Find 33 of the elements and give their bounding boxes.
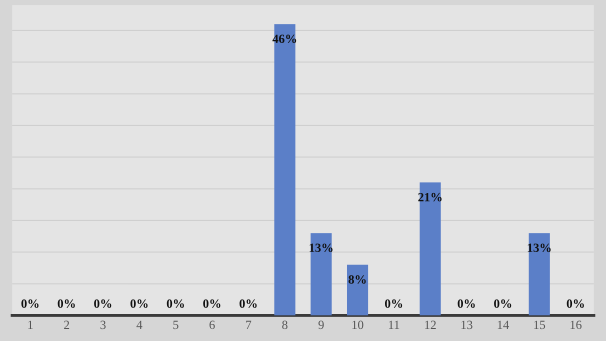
data-label: 0% bbox=[494, 299, 512, 308]
x-tick-label: 15 bbox=[534, 320, 546, 330]
x-tick-label: 2 bbox=[64, 320, 70, 329]
x-tick-label: 3 bbox=[100, 320, 106, 330]
x-tick-label: 11 bbox=[388, 320, 400, 329]
data-label: 0% bbox=[458, 299, 475, 308]
data-label: 0% bbox=[58, 299, 75, 308]
bar bbox=[528, 233, 550, 316]
bar bbox=[310, 233, 332, 316]
data-label: 0% bbox=[21, 299, 39, 308]
x-tick-label: 6 bbox=[210, 320, 215, 330]
data-label: 0% bbox=[385, 299, 402, 308]
x-tick-label: 4 bbox=[136, 320, 142, 329]
data-label: 0% bbox=[566, 299, 584, 308]
x-tick-label: 14 bbox=[498, 320, 510, 329]
data-label: 0% bbox=[130, 299, 148, 308]
bar bbox=[346, 264, 368, 316]
x-tick-label: 10 bbox=[352, 320, 364, 330]
x-tick-label: 5 bbox=[173, 320, 178, 330]
x-tick-label: 12 bbox=[425, 320, 436, 329]
bar bbox=[274, 24, 296, 316]
x-tick-label: 7 bbox=[246, 320, 252, 329]
bar bbox=[420, 182, 441, 316]
data-label: 8% bbox=[348, 275, 366, 284]
x-tick-label: 8 bbox=[282, 320, 288, 330]
data-label: 0% bbox=[203, 299, 220, 308]
data-label: 0% bbox=[94, 299, 112, 308]
x-tick-label: 16 bbox=[570, 320, 582, 330]
data-label: 0% bbox=[240, 299, 257, 308]
data-label: 0% bbox=[166, 299, 184, 308]
x-tick-label: 9 bbox=[318, 320, 324, 330]
x-tick-label: 1 bbox=[28, 320, 33, 329]
x-tick-label: 13 bbox=[461, 320, 472, 330]
